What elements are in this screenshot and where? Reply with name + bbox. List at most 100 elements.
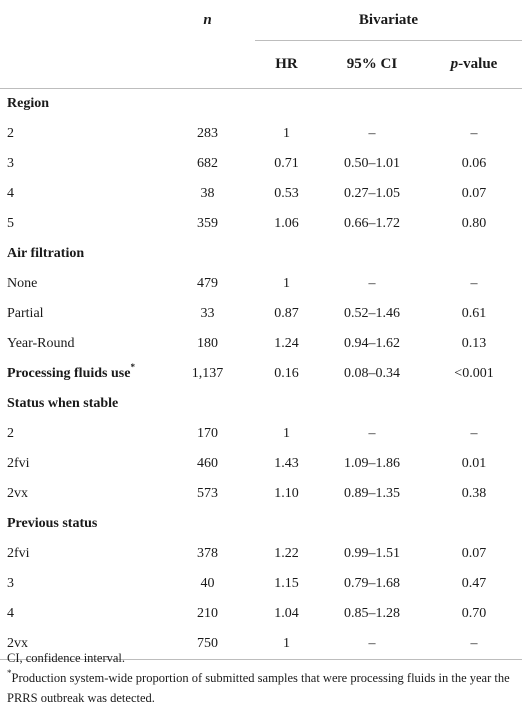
footnote-mark: * xyxy=(7,667,12,678)
row-label: 2fvi xyxy=(0,539,160,569)
row-label: 3 xyxy=(0,149,160,179)
row-label-text: Partial xyxy=(7,306,44,321)
hr-cell xyxy=(255,389,318,419)
section-row: Region xyxy=(0,89,522,120)
header-p-rest: -value xyxy=(458,56,498,72)
row-label-text: 4 xyxy=(7,186,14,201)
row-label-text: Status when stable xyxy=(7,396,119,411)
row-label-text: None xyxy=(7,276,38,291)
n-cell: 573 xyxy=(197,486,218,501)
header-blank xyxy=(0,0,160,41)
hr-cell: 1 xyxy=(283,426,290,441)
n-cell xyxy=(160,389,255,419)
ci-cell xyxy=(318,389,426,419)
ci-cell xyxy=(318,239,426,269)
table-row: 3 40 1.15 0.79–1.68 0.47 xyxy=(0,569,522,599)
hr-cell xyxy=(255,239,318,269)
row-label-text: 2vx xyxy=(7,486,28,501)
p-value-cell: 0.07 xyxy=(461,186,487,201)
n-cell: 283 xyxy=(197,126,218,141)
table-row: 2vx 750 1– – xyxy=(0,629,522,660)
hr-cell: 1.06 xyxy=(274,216,299,231)
row-label-text: 5 xyxy=(7,216,14,231)
row-label: 5 xyxy=(0,209,160,239)
table-row: 2fvi 378 1.22 0.99–1.51 0.07 xyxy=(0,539,522,569)
n-cell: 180 xyxy=(197,336,218,351)
hr-cell: 1.04 xyxy=(274,606,299,621)
footnote-marker: * xyxy=(130,362,135,373)
row-label-text: 2 xyxy=(7,126,14,141)
ci-cell: 0.85–1.28 xyxy=(344,606,400,621)
row-label: 2 xyxy=(0,119,160,149)
hr-cell: 0.53 xyxy=(274,186,299,201)
n-cell: 210 xyxy=(197,606,218,621)
p-value-cell: 0.13 xyxy=(461,336,487,351)
row-label: 4 xyxy=(0,179,160,209)
p-value-cell: 0.38 xyxy=(461,486,487,501)
row-label-text: Year-Round xyxy=(7,336,75,351)
ci-cell xyxy=(318,89,426,120)
section-row: Previous status xyxy=(0,509,522,539)
row-label: Region xyxy=(0,89,160,120)
header-blank-3 xyxy=(160,40,255,89)
ci-cell: – xyxy=(368,276,376,291)
n-cell: 460 xyxy=(197,456,218,471)
ci-cell: 0.08–0.34 xyxy=(344,366,400,381)
header-ci: 95% CI xyxy=(318,40,426,89)
row-label: None xyxy=(0,269,160,299)
p-value-cell xyxy=(426,389,522,419)
ci-cell: 0.27–1.05 xyxy=(344,186,400,201)
row-label-text: Processing fluids use xyxy=(7,366,131,381)
row-label: Previous status xyxy=(0,509,160,539)
row-label-text: 2fvi xyxy=(7,546,30,561)
table-row: Partial 33 0.87 0.52–1.46 0.61 xyxy=(0,299,522,329)
row-label: 4 xyxy=(0,599,160,629)
hr-cell: 1.10 xyxy=(274,486,299,501)
row-label-text: Air filtration xyxy=(7,246,85,261)
p-value-cell: 0.01 xyxy=(461,456,487,471)
hr-cell: 0.87 xyxy=(274,306,299,321)
results-table: n Bivariate HR 95% CI p-value Region 2 283… xyxy=(0,0,522,660)
n-cell: 479 xyxy=(197,276,218,291)
ci-cell: 0.99–1.51 xyxy=(344,546,400,561)
header-n: n xyxy=(203,11,212,28)
p-value-cell: – xyxy=(470,276,478,291)
abbreviation-note: CI, confidence interval. xyxy=(7,651,126,665)
row-label-text: 2fvi xyxy=(7,456,30,471)
n-cell xyxy=(160,239,255,269)
n-cell: 750 xyxy=(160,629,255,660)
row-label: Year-Round xyxy=(0,329,160,359)
n-cell: 40 xyxy=(200,576,215,591)
row-label: 2 xyxy=(0,419,160,449)
n-cell xyxy=(160,89,255,120)
p-value-cell: 0.70 xyxy=(461,606,487,621)
p-value-cell xyxy=(426,509,522,539)
header-bivariate: Bivariate xyxy=(255,0,522,41)
p-value-cell: 0.07 xyxy=(461,546,487,561)
hr-cell: 0.16 xyxy=(274,366,299,381)
row-label: Processing fluids use* xyxy=(0,359,160,389)
section-row: Status when stable xyxy=(0,389,522,419)
ci-cell: 0.66–1.72 xyxy=(344,216,400,231)
header-p-value: p-value xyxy=(426,40,522,89)
n-cell: 359 xyxy=(197,216,218,231)
header-p-italic: p xyxy=(450,56,459,72)
table-row: 2 283 1 – – xyxy=(0,119,522,149)
n-cell: 33 xyxy=(200,306,215,321)
row-label: 2vx xyxy=(0,629,160,660)
ci-cell: 0.94–1.62 xyxy=(344,336,400,351)
header-row-2: HR 95% CI p-value xyxy=(0,40,522,89)
ci-cell: 0.89–1.35 xyxy=(344,486,400,501)
table-body: Region 2 283 1– –3 682 0.71 0.50–1.01 0.06 4 38 0.5… xyxy=(0,89,522,660)
table-row: 2vx 573 1.10 0.89–1.35 0.38 xyxy=(0,479,522,509)
ci-cell: 0.52–1.46 xyxy=(344,306,400,321)
table-row: None 479 1 – – xyxy=(0,269,522,299)
ci-cell: 0.79–1.68 xyxy=(344,576,400,591)
ci-cell: – xyxy=(318,629,426,660)
p-value-cell xyxy=(426,239,522,269)
n-cell: 1,137 xyxy=(191,366,224,381)
p-value-cell: – xyxy=(426,629,522,660)
ci-cell: 0.50–1.01 xyxy=(344,156,400,171)
hr-cell xyxy=(255,89,318,120)
